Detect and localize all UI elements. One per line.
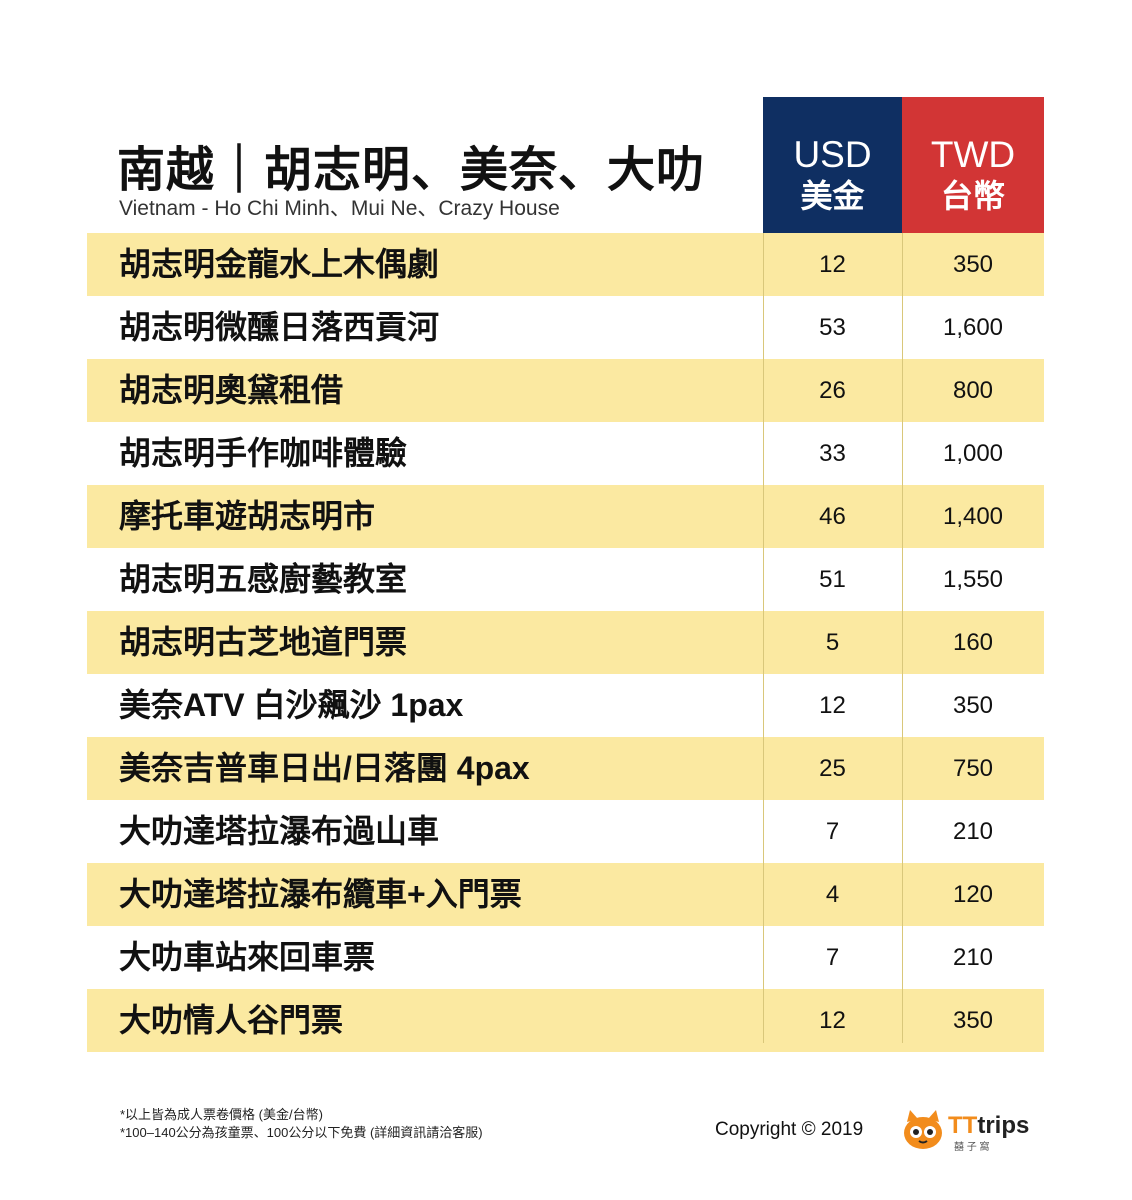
table-row: 大叻達塔拉瀑布纜車+入門票 4 120 bbox=[87, 863, 1044, 926]
table-row: 大叻達塔拉瀑布過山車 7 210 bbox=[87, 800, 1044, 863]
item-name: 大叻達塔拉瀑布纜車+入門票 bbox=[119, 876, 522, 912]
item-name: 大叻車站來回車票 bbox=[119, 939, 376, 975]
twd-code: TWD bbox=[930, 134, 1016, 175]
cat-mascot-icon bbox=[904, 1110, 942, 1149]
usd-column-header: USD 美金 bbox=[763, 97, 902, 233]
footnote: *100–140公分為孩童票、100公分以下免費 (詳細資訊請洽客服) bbox=[120, 1125, 483, 1140]
item-name: 胡志明古芝地道門票 bbox=[119, 624, 408, 660]
usd-label: 美金 bbox=[800, 178, 865, 214]
usd-price: 53 bbox=[819, 314, 846, 341]
usd-price: 12 bbox=[819, 251, 846, 278]
item-name: 胡志明奧黛租借 bbox=[119, 372, 344, 408]
item-name: 胡志明五感廚藝教室 bbox=[119, 561, 408, 597]
twd-price: 1,600 bbox=[942, 314, 1004, 341]
table-row: 胡志明微醺日落西貢河 53 1,600 bbox=[87, 296, 1044, 359]
footnotes: *以上皆為成人票卷價格 (美金/台幣) *100–140公分為孩童票、100公分… bbox=[120, 1106, 483, 1142]
table-row: 摩托車遊胡志明市 46 1,400 bbox=[87, 485, 1044, 548]
column-divider bbox=[902, 233, 903, 1043]
item-name: 胡志明微醺日落西貢河 bbox=[119, 309, 440, 345]
usd-code: USD bbox=[793, 134, 872, 175]
table-header: 南越｜胡志明、美奈、大叻 Vietnam - Ho Chi Minh、Mui N… bbox=[87, 97, 1044, 233]
logo-wordmark: TTtrips bbox=[948, 1112, 1030, 1139]
twd-price: 1,550 bbox=[942, 566, 1004, 593]
usd-price: 25 bbox=[819, 755, 846, 782]
usd-price: 7 bbox=[825, 944, 840, 971]
twd-price: 120 bbox=[952, 881, 994, 908]
item-name: 胡志明金龍水上木偶劇 bbox=[119, 246, 440, 282]
usd-price: 12 bbox=[819, 692, 846, 719]
item-name: 美奈吉普車日出/日落團 4pax bbox=[119, 750, 530, 786]
logo-subtext: 囍 子 窩 bbox=[954, 1142, 990, 1153]
twd-price: 210 bbox=[952, 944, 994, 971]
twd-price: 1,400 bbox=[942, 503, 1004, 530]
twd-price: 160 bbox=[952, 629, 994, 656]
item-name: 大叻情人谷門票 bbox=[119, 1002, 344, 1038]
column-divider bbox=[763, 233, 764, 1043]
table-row: 胡志明古芝地道門票 5 160 bbox=[87, 611, 1044, 674]
page-subtitle: Vietnam - Ho Chi Minh、Mui Ne、Crazy House bbox=[119, 197, 560, 220]
twd-price: 750 bbox=[952, 755, 994, 782]
table-row: 胡志明五感廚藝教室 51 1,550 bbox=[87, 548, 1044, 611]
table-row: 美奈ATV 白沙飆沙 1pax 12 350 bbox=[87, 674, 1044, 737]
twd-column-header: TWD 台幣 bbox=[902, 97, 1044, 233]
price-table: 胡志明金龍水上木偶劇 12 350 胡志明微醺日落西貢河 53 1,600 胡志明奧黛租… bbox=[87, 233, 1044, 1052]
item-name: 摩托車遊胡志明市 bbox=[119, 498, 376, 534]
twd-price: 350 bbox=[952, 692, 994, 719]
item-name: 美奈ATV 白沙飆沙 1pax bbox=[119, 687, 464, 723]
copyright: Copyright © 2019 bbox=[715, 1119, 864, 1140]
usd-price: 7 bbox=[825, 818, 840, 845]
page-title: 南越｜胡志明、美奈、大叻 bbox=[117, 144, 706, 197]
usd-price: 46 bbox=[819, 503, 846, 530]
footnote: *以上皆為成人票卷價格 (美金/台幣) bbox=[120, 1107, 323, 1122]
usd-price: 51 bbox=[819, 566, 846, 593]
usd-price: 26 bbox=[819, 377, 846, 404]
table-row: 胡志明奧黛租借 26 800 bbox=[87, 359, 1044, 422]
table-row: 美奈吉普車日出/日落團 4pax 25 750 bbox=[87, 737, 1044, 800]
table-row: 大叻車站來回車票 7 210 bbox=[87, 926, 1044, 989]
twd-price: 350 bbox=[952, 1007, 994, 1034]
twd-price: 1,000 bbox=[942, 440, 1004, 467]
item-name: 胡志明手作咖啡體驗 bbox=[119, 435, 408, 471]
table-row: 胡志明金龍水上木偶劇 12 350 bbox=[87, 233, 1044, 296]
usd-price: 4 bbox=[825, 881, 840, 908]
usd-price: 33 bbox=[819, 440, 846, 467]
item-name: 大叻達塔拉瀑布過山車 bbox=[119, 813, 440, 849]
usd-price: 5 bbox=[825, 629, 840, 656]
twd-price: 350 bbox=[952, 251, 994, 278]
brand-logo: TTtrips 囍 子 窩 bbox=[900, 1108, 1040, 1153]
twd-label: 台幣 bbox=[940, 178, 1005, 214]
table-row: 胡志明手作咖啡體驗 33 1,000 bbox=[87, 422, 1044, 485]
table-row: 大叻情人谷門票 12 350 bbox=[87, 989, 1044, 1052]
twd-price: 210 bbox=[952, 818, 994, 845]
twd-price: 800 bbox=[952, 377, 994, 404]
usd-price: 12 bbox=[819, 1007, 846, 1034]
